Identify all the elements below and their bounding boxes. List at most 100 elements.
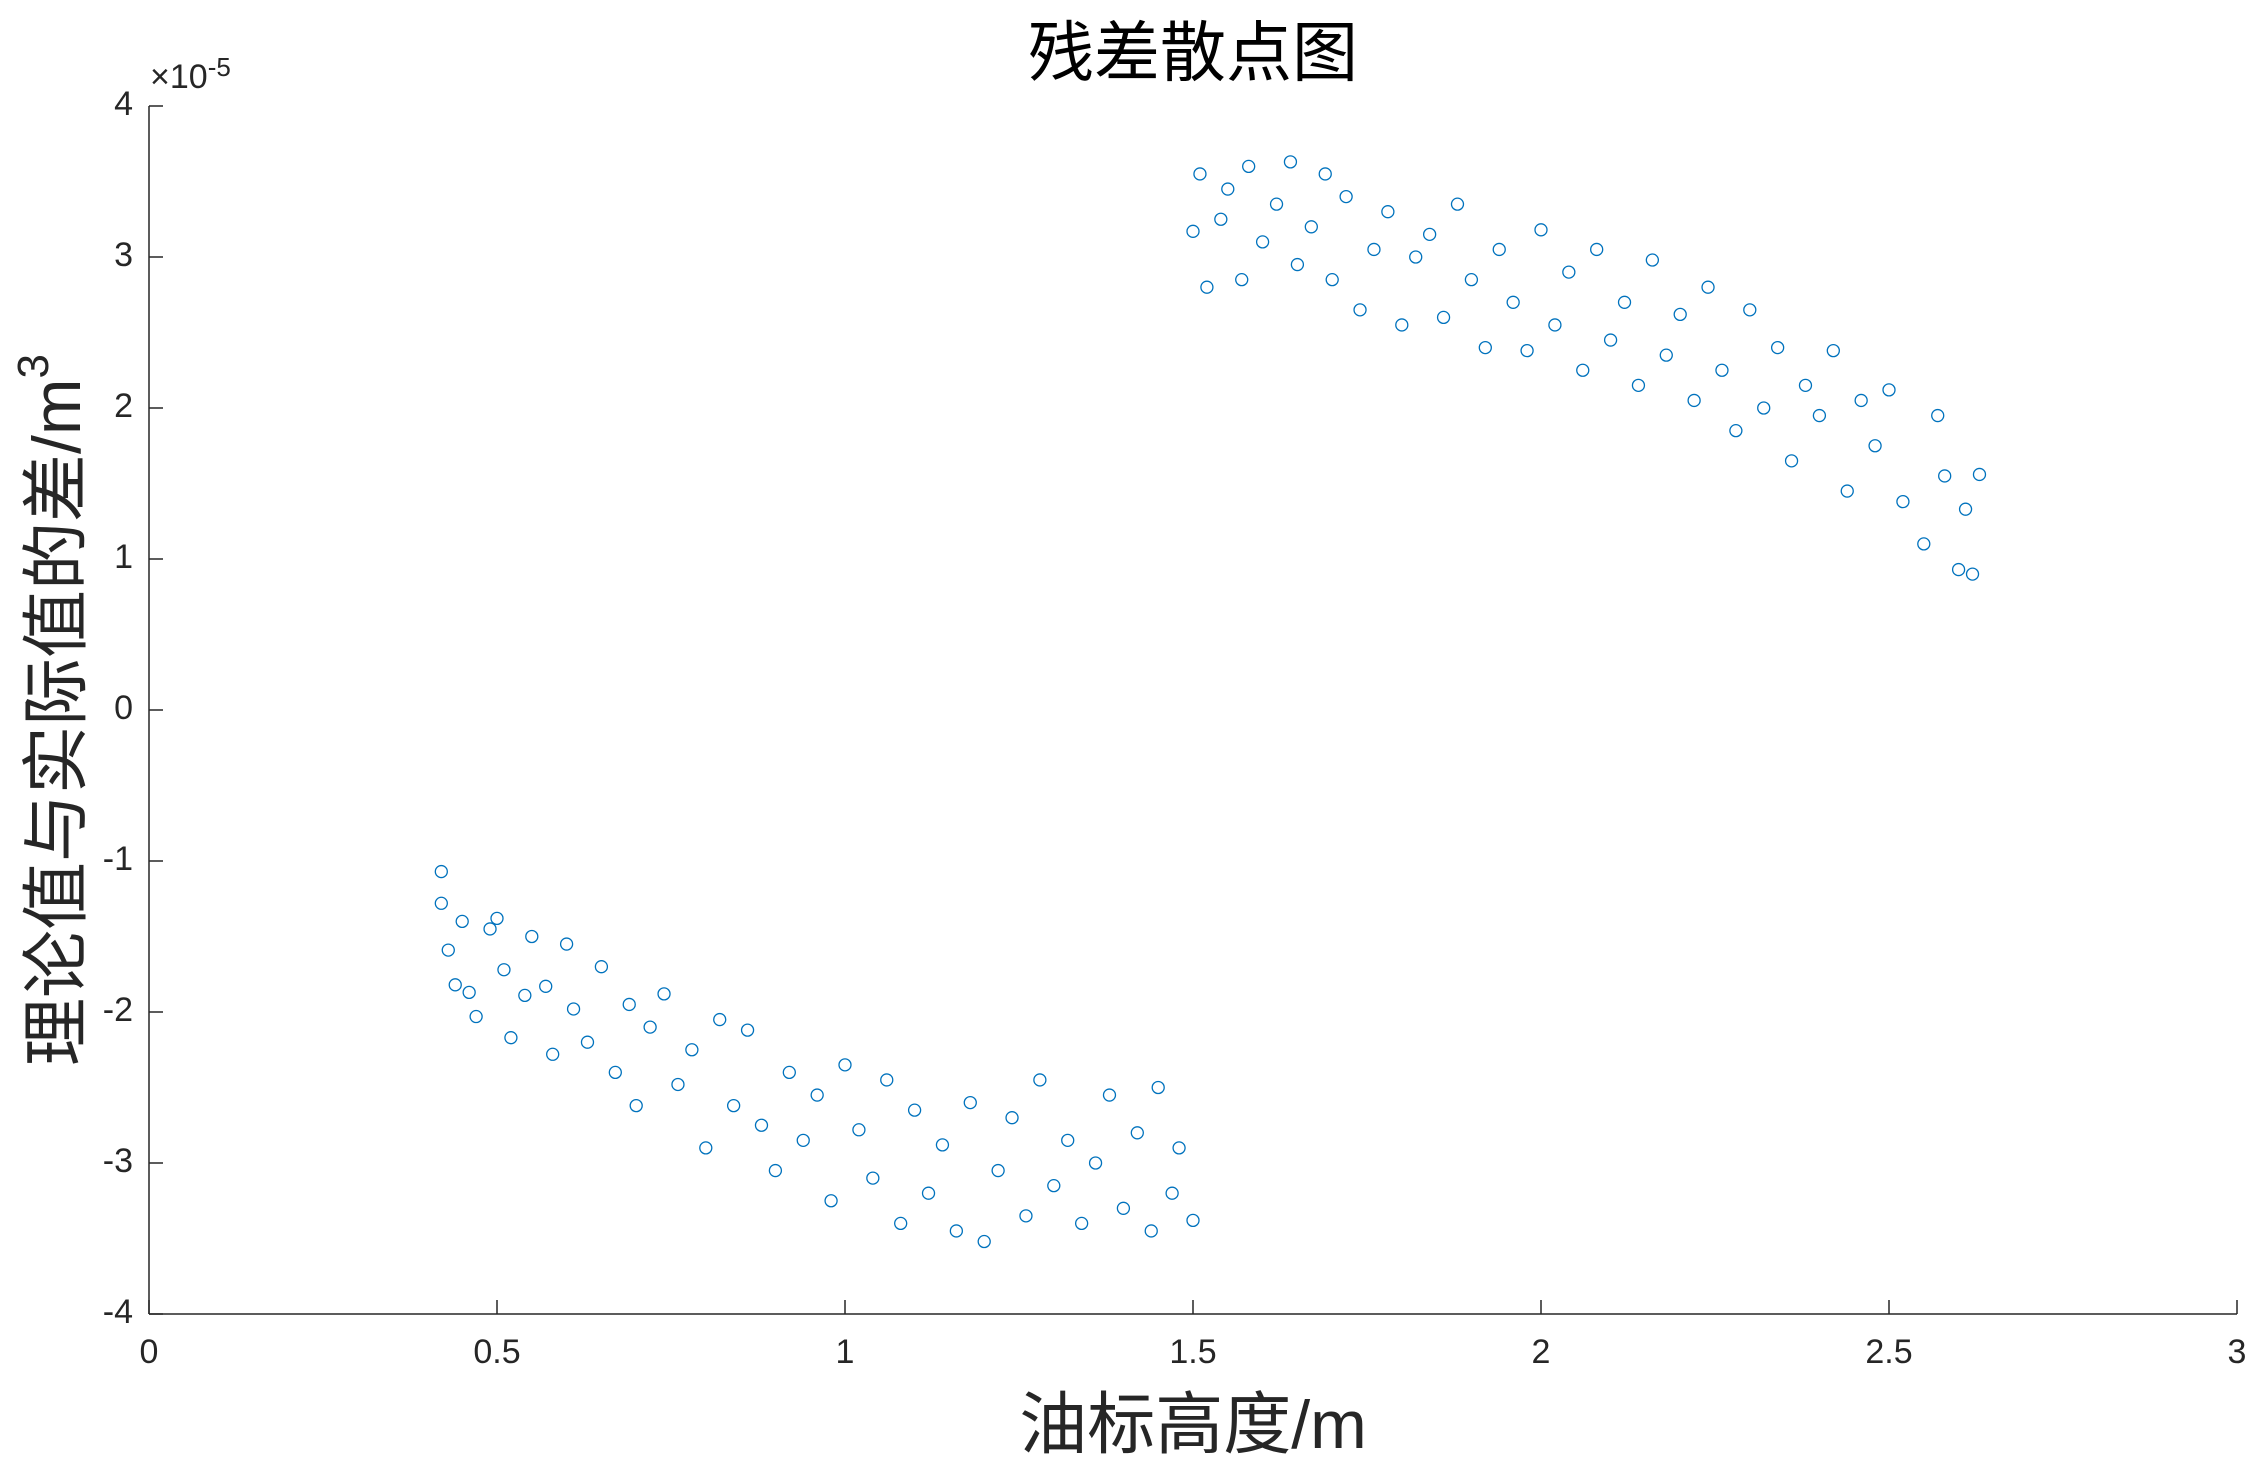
point — [1958, 502, 1973, 516]
point — [1353, 303, 1367, 317]
point — [1186, 224, 1200, 238]
point — [977, 1234, 991, 1249]
point — [1409, 250, 1423, 264]
point — [1005, 1111, 1019, 1125]
point — [880, 1073, 894, 1087]
point — [1617, 295, 1632, 309]
point — [1548, 318, 1562, 332]
point — [1339, 189, 1353, 204]
point — [1235, 272, 1249, 287]
point — [1729, 423, 1743, 438]
point — [594, 960, 609, 974]
point — [1422, 227, 1437, 242]
point — [1033, 1073, 1047, 1087]
point — [643, 1020, 657, 1034]
point — [1283, 155, 1298, 169]
x-tick-label: 1.5 — [1169, 1333, 1216, 1371]
point — [504, 1031, 518, 1045]
y-multiplier: ×10-5 — [150, 52, 231, 96]
point — [629, 1098, 643, 1113]
point — [699, 1141, 713, 1155]
point — [1116, 1201, 1131, 1215]
point — [1757, 401, 1771, 415]
y-axis-label-superscript: 3 — [9, 354, 58, 378]
point — [1506, 295, 1520, 309]
point — [713, 1012, 727, 1027]
point — [726, 1098, 741, 1113]
point — [1951, 562, 1966, 577]
point — [1492, 242, 1506, 257]
y-tick-label: -2 — [103, 991, 133, 1029]
point — [448, 978, 462, 992]
point — [1868, 439, 1882, 453]
y-multiplier-exponent: -5 — [208, 52, 231, 82]
point — [838, 1058, 852, 1072]
y-tick-label: -1 — [103, 840, 133, 878]
point — [935, 1138, 950, 1152]
point — [1464, 272, 1479, 287]
point — [497, 963, 511, 977]
point — [685, 1043, 699, 1057]
point — [1144, 1224, 1158, 1238]
point — [1381, 205, 1395, 219]
y-tick-label: 4 — [114, 85, 133, 123]
point — [1631, 378, 1646, 393]
point — [1088, 1156, 1103, 1170]
point — [566, 1002, 581, 1016]
x-tick-label: 1 — [836, 1333, 855, 1371]
point — [1130, 1126, 1144, 1140]
point — [441, 943, 455, 957]
point — [1826, 343, 1840, 358]
point — [796, 1133, 810, 1147]
point — [1214, 212, 1228, 226]
point — [1854, 393, 1868, 408]
point — [1395, 318, 1409, 332]
point — [1840, 484, 1854, 498]
point — [1931, 408, 1945, 423]
point — [1965, 567, 1980, 581]
y-tick-label: -3 — [103, 1142, 133, 1180]
point — [580, 1035, 595, 1049]
point — [1882, 383, 1896, 397]
point — [1318, 167, 1332, 181]
point — [1221, 182, 1235, 196]
point — [671, 1077, 685, 1092]
point — [740, 1023, 755, 1037]
point — [921, 1186, 936, 1200]
point — [1193, 167, 1207, 181]
point — [1603, 333, 1618, 347]
point — [1151, 1080, 1165, 1095]
point — [1325, 272, 1339, 287]
y-multiplier-base: ×10 — [150, 58, 208, 96]
point — [455, 914, 469, 929]
point — [1659, 348, 1673, 362]
point — [546, 1047, 560, 1061]
point — [434, 896, 448, 910]
point — [1102, 1088, 1117, 1102]
point — [1450, 197, 1465, 211]
point — [1186, 1213, 1200, 1228]
point — [1074, 1216, 1089, 1231]
x-tick-label: 0 — [140, 1333, 159, 1371]
point — [1812, 408, 1827, 423]
point — [462, 985, 476, 1000]
point — [1200, 280, 1214, 294]
x-tick-label: 3 — [2228, 1333, 2247, 1371]
point — [1304, 220, 1318, 234]
point — [1255, 235, 1270, 249]
point — [1972, 467, 1987, 482]
point — [1784, 454, 1799, 468]
point — [991, 1163, 1005, 1178]
y-tick-label: 0 — [114, 689, 133, 727]
x-tick-label: 2.5 — [1865, 1333, 1912, 1371]
point — [754, 1118, 769, 1132]
point — [894, 1216, 908, 1231]
point — [1242, 159, 1256, 174]
point — [1534, 223, 1548, 237]
point — [539, 979, 553, 993]
point — [768, 1163, 783, 1178]
point — [1770, 340, 1785, 355]
point — [907, 1103, 922, 1117]
